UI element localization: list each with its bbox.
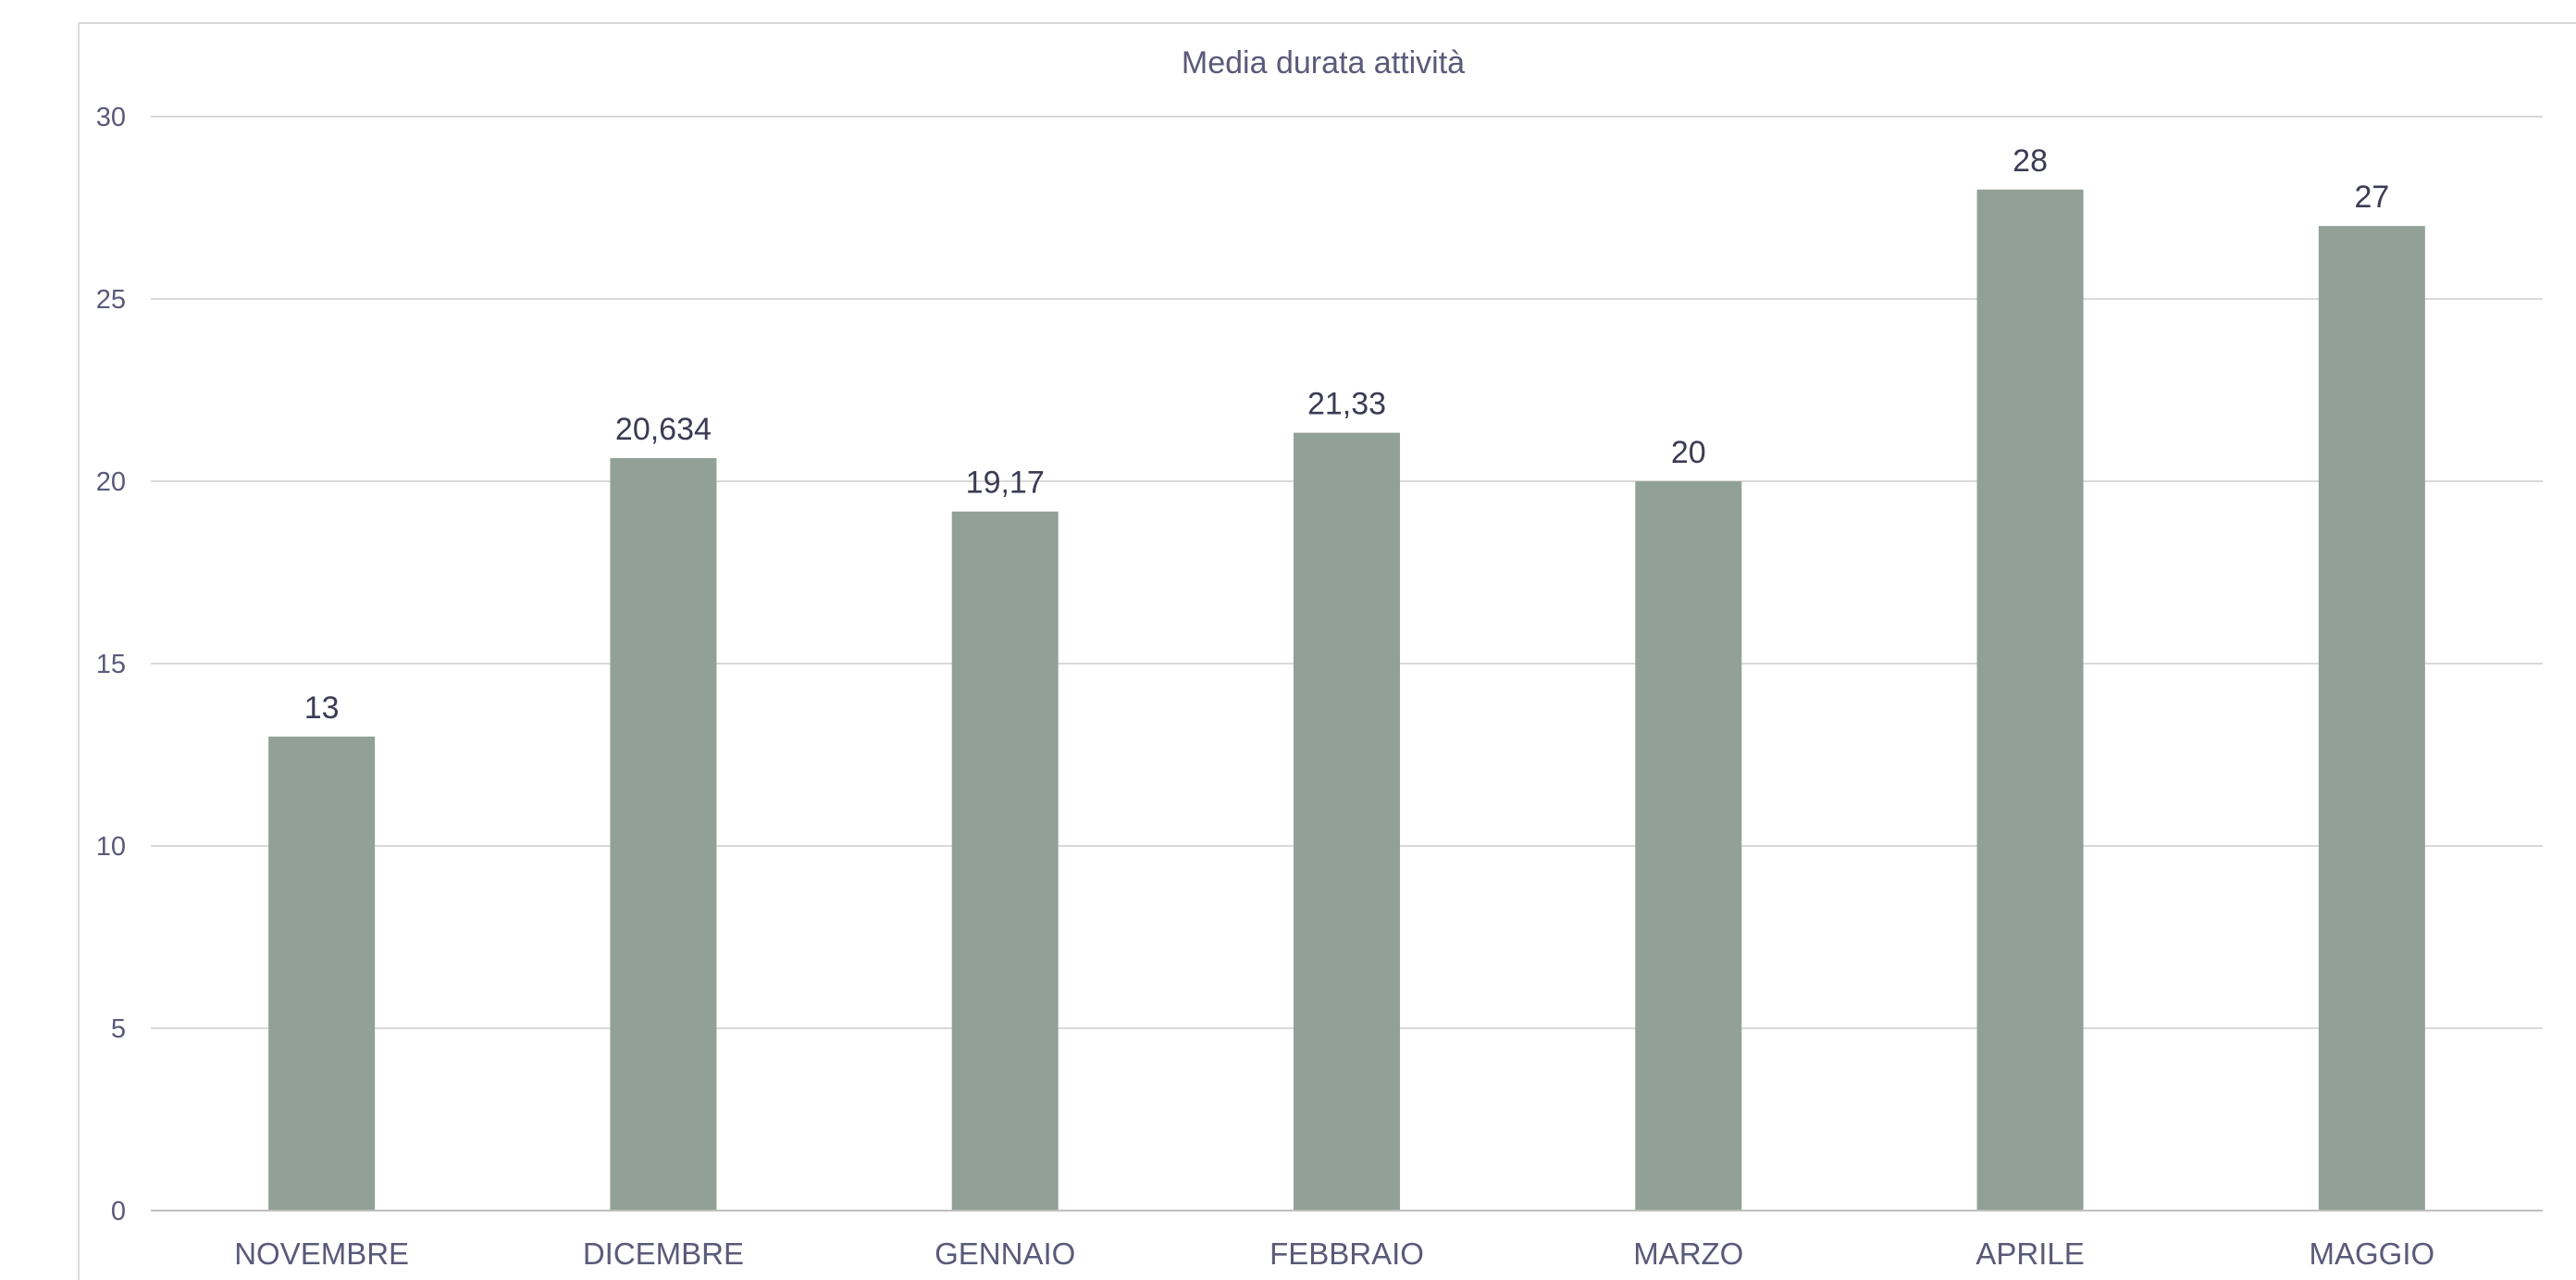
y-axis-ticks: 0 5 10 15 20 25 30 [96, 103, 126, 1226]
data-label-gennaio: 19,17 [966, 466, 1045, 501]
y-tick-label: 20 [96, 467, 126, 497]
y-tick-label: 25 [96, 285, 126, 315]
bar-aprile [1976, 189, 2084, 1211]
x-category-label: GENNAIO [935, 1237, 1075, 1271]
bar-febbraio [1294, 432, 1400, 1211]
data-label-aprile: 28 [2012, 143, 2048, 179]
x-category-label: FEBBRAIO [1269, 1237, 1424, 1271]
data-label-febbraio: 21,33 [1307, 387, 1386, 422]
y-tick-label: 5 [111, 1014, 126, 1044]
bar-novembre [268, 736, 376, 1211]
y-tick-label: 30 [96, 103, 126, 132]
bar-dicembre [610, 458, 717, 1211]
bars [268, 189, 2425, 1212]
y-tick-label: 15 [96, 650, 126, 679]
x-category-label: MARZO [1633, 1237, 1743, 1271]
x-category-label: DICEMBRE [583, 1237, 744, 1271]
chart-title: Media durata attività [1182, 45, 1465, 81]
chart-frame [78, 22, 2576, 1280]
data-label-dicembre: 20,634 [615, 412, 712, 447]
bar-gennaio [951, 511, 1059, 1211]
x-category-label: APRILE [1975, 1237, 2084, 1271]
y-tick-label: 0 [111, 1197, 126, 1226]
x-category-label: NOVEMBRE [234, 1237, 409, 1271]
x-category-label: MAGGIO [2310, 1237, 2435, 1271]
data-label-marzo: 20 [1671, 435, 1706, 470]
bar-marzo [1635, 481, 1742, 1211]
data-label-maggio: 27 [2354, 180, 2389, 215]
x-axis-categories: NOVEMBRE DICEMBRE GENNAIO FEBBRAIO MARZO APRI… [234, 1237, 2434, 1271]
bar-maggio [2318, 226, 2425, 1212]
data-label-novembre: 13 [304, 690, 340, 726]
data-labels: 13 20,634 19,17 21,33 20 28 27 [304, 143, 2390, 726]
y-tick-label: 10 [96, 832, 126, 862]
